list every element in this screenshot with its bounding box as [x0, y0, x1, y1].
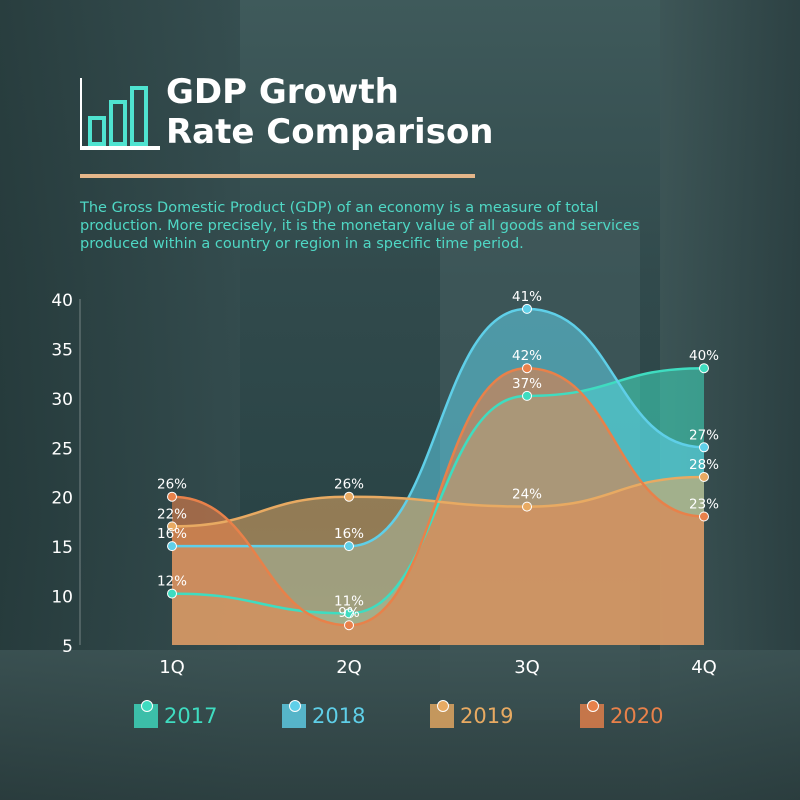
series-2020-point [522, 363, 532, 374]
data-label: 37% [512, 376, 542, 392]
series-2020-point [167, 491, 177, 502]
series-2020-point [344, 620, 354, 631]
data-label: 41% [512, 289, 542, 305]
data-label: 23% [689, 496, 719, 512]
series-2018-point [344, 541, 354, 552]
y-tick-label: 40 [51, 291, 73, 311]
data-label: 26% [157, 477, 187, 493]
series-2018-point [699, 442, 709, 453]
title-divider [80, 174, 475, 178]
x-tick-label: 2Q [336, 657, 362, 678]
title-line-2: Rate Comparison [166, 112, 494, 152]
data-label: 9% [338, 605, 360, 621]
legend-marker [587, 700, 599, 712]
data-label: 16% [157, 526, 187, 542]
data-label: 12% [157, 574, 187, 590]
page-title: GDP Growth Rate Comparison [166, 72, 526, 152]
legend-label: 2017 [164, 704, 218, 728]
series-2020-line [171, 366, 705, 627]
x-tick-label: 4Q [691, 657, 717, 678]
data-label: 40% [689, 348, 719, 364]
series-2017-point [699, 363, 709, 374]
data-label: 16% [334, 526, 364, 542]
legend-label: 2020 [610, 704, 664, 728]
series-2017-line [171, 366, 705, 615]
y-tick-label: 15 [51, 538, 73, 558]
legend-marker [141, 700, 153, 712]
series-2020-point [699, 511, 709, 522]
series-2017-point [344, 608, 354, 619]
series-2019-point [522, 501, 532, 512]
data-label: 26% [334, 477, 364, 493]
chart-legend: 2017 2018 2019 2020 [134, 700, 694, 734]
x-tick-label: 1Q [159, 657, 185, 678]
legend-label: 2018 [312, 704, 366, 728]
series-2017-point [167, 588, 177, 599]
series-2018-point [167, 541, 177, 552]
data-label: 11% [334, 593, 364, 609]
description-text: The Gross Domestic Product (GDP) of an e… [80, 200, 640, 252]
series-2018-line [172, 307, 705, 548]
x-tick-label: 3Q [514, 657, 540, 678]
series-2018-point [522, 303, 532, 314]
series-2019-line [171, 475, 705, 528]
y-tick-label: 35 [51, 340, 73, 360]
legend-marker [437, 700, 449, 712]
y-tick-label: 5 [62, 637, 73, 657]
data-label: 28% [689, 457, 719, 473]
title-line-1: GDP Growth [166, 72, 399, 112]
data-label: 27% [689, 427, 719, 443]
bar-chart-icon [80, 78, 160, 150]
y-tick-label: 20 [51, 489, 73, 509]
series-2019-point [344, 491, 354, 502]
series-2019-point [699, 471, 709, 482]
series-2019-point [167, 521, 177, 532]
background-street [0, 650, 800, 800]
y-tick-label: 30 [51, 390, 73, 410]
y-tick-label: 25 [51, 439, 73, 459]
legend-label: 2019 [460, 704, 514, 728]
series-2017-point [522, 390, 532, 401]
y-tick-label: 10 [51, 588, 73, 608]
data-label: 42% [512, 348, 542, 364]
data-label: 22% [157, 506, 187, 522]
data-label: 24% [512, 487, 542, 503]
legend-marker [289, 700, 301, 712]
